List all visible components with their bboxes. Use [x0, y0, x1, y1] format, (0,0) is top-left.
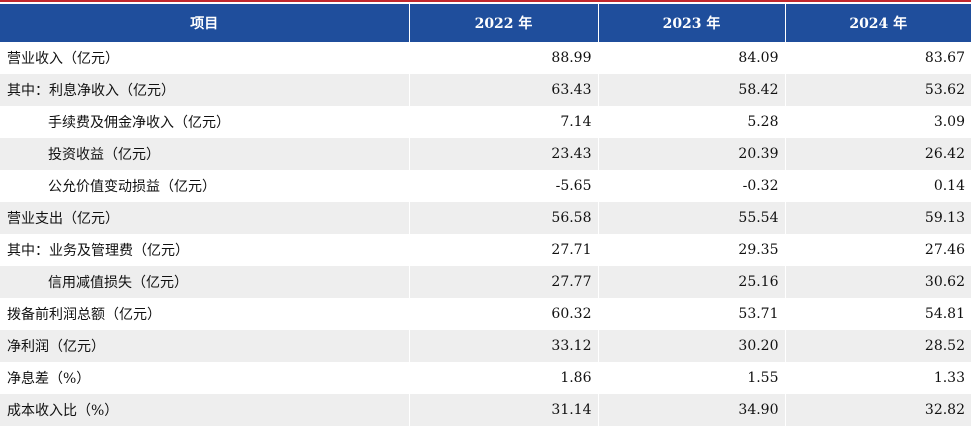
cell-value: 59.13	[785, 202, 971, 234]
table-row: 投资收益（亿元） 23.43 20.39 26.42	[0, 138, 971, 170]
cell-value: 3.09	[785, 106, 971, 138]
cell-value: 63.43	[409, 74, 599, 106]
cell-value: 28.52	[785, 330, 971, 362]
cell-value: 58.42	[598, 74, 786, 106]
cell-value: 83.67	[785, 42, 971, 74]
cell-value: 27.77	[409, 266, 599, 298]
cell-value: 30.20	[598, 330, 786, 362]
cell-value: 23.43	[409, 138, 599, 170]
table-row: 净息差（%） 1.86 1.55 1.33	[0, 362, 971, 394]
table-row: 公允价值变动损益（亿元） -5.65 -0.32 0.14	[0, 170, 971, 202]
table-row: 手续费及佣金净收入（亿元） 7.14 5.28 3.09	[0, 106, 971, 138]
cell-value: 53.62	[785, 74, 971, 106]
top-accent-line	[0, 0, 971, 4]
header-year-2024: 2024 年	[785, 4, 971, 42]
cell-value: 1.55	[598, 362, 786, 394]
table-row: 成本收入比（%） 31.14 34.90 32.82	[0, 394, 971, 426]
cell-value: 27.71	[409, 234, 599, 266]
row-label: 手续费及佣金净收入（亿元）	[0, 106, 410, 138]
row-label: 其中：利息净收入（亿元）	[0, 74, 410, 106]
cell-value: 60.32	[409, 298, 599, 330]
cell-value: 30.62	[785, 266, 971, 298]
row-label: 净息差（%）	[0, 362, 410, 394]
table-row: 净利润（亿元） 33.12 30.20 28.52	[0, 330, 971, 362]
table-row: 其中：业务及管理费（亿元） 27.71 29.35 27.46	[0, 234, 971, 266]
cell-value: 33.12	[409, 330, 599, 362]
table-row: 拨备前利润总额（亿元） 60.32 53.71 54.81	[0, 298, 971, 330]
row-label: 拨备前利润总额（亿元）	[0, 298, 410, 330]
cell-value: 32.82	[785, 394, 971, 426]
cell-value: -5.65	[409, 170, 599, 202]
cell-value: 34.90	[598, 394, 786, 426]
cell-value: 54.81	[785, 298, 971, 330]
cell-value: 25.16	[598, 266, 786, 298]
cell-value: 88.99	[409, 42, 599, 74]
table-row: 营业支出（亿元） 56.58 55.54 59.13	[0, 202, 971, 234]
cell-value: 26.42	[785, 138, 971, 170]
cell-value: 55.54	[598, 202, 786, 234]
row-label: 公允价值变动损益（亿元）	[0, 170, 410, 202]
table-row: 其中：利息净收入（亿元） 63.43 58.42 53.62	[0, 74, 971, 106]
cell-value: 0.14	[785, 170, 971, 202]
cell-value: 1.86	[409, 362, 599, 394]
row-label: 营业收入（亿元）	[0, 42, 410, 74]
header-year-2023: 2023 年	[598, 4, 786, 42]
cell-value: 7.14	[409, 106, 599, 138]
cell-value: 31.14	[409, 394, 599, 426]
row-label: 信用减值损失（亿元）	[0, 266, 410, 298]
cell-value: 5.28	[598, 106, 786, 138]
row-label: 营业支出（亿元）	[0, 202, 410, 234]
cell-value: 56.58	[409, 202, 599, 234]
cell-value: 84.09	[598, 42, 786, 74]
cell-value: 1.33	[785, 362, 971, 394]
row-label: 投资收益（亿元）	[0, 138, 410, 170]
table-row: 营业收入（亿元） 88.99 84.09 83.67	[0, 42, 971, 74]
cell-value: 20.39	[598, 138, 786, 170]
cell-value: 53.71	[598, 298, 786, 330]
row-label: 其中：业务及管理费（亿元）	[0, 234, 410, 266]
row-label: 净利润（亿元）	[0, 330, 410, 362]
cell-value: 29.35	[598, 234, 786, 266]
table-header-row: 项目 2022 年 2023 年 2024 年	[0, 4, 971, 42]
header-year-2022: 2022 年	[409, 4, 599, 42]
table-row: 信用减值损失（亿元） 27.77 25.16 30.62	[0, 266, 971, 298]
financial-table: 项目 2022 年 2023 年 2024 年 营业收入（亿元） 88.99 8…	[0, 4, 971, 426]
cell-value: 27.46	[785, 234, 971, 266]
cell-value: -0.32	[598, 170, 786, 202]
row-label: 成本收入比（%）	[0, 394, 410, 426]
header-item: 项目	[0, 4, 410, 42]
